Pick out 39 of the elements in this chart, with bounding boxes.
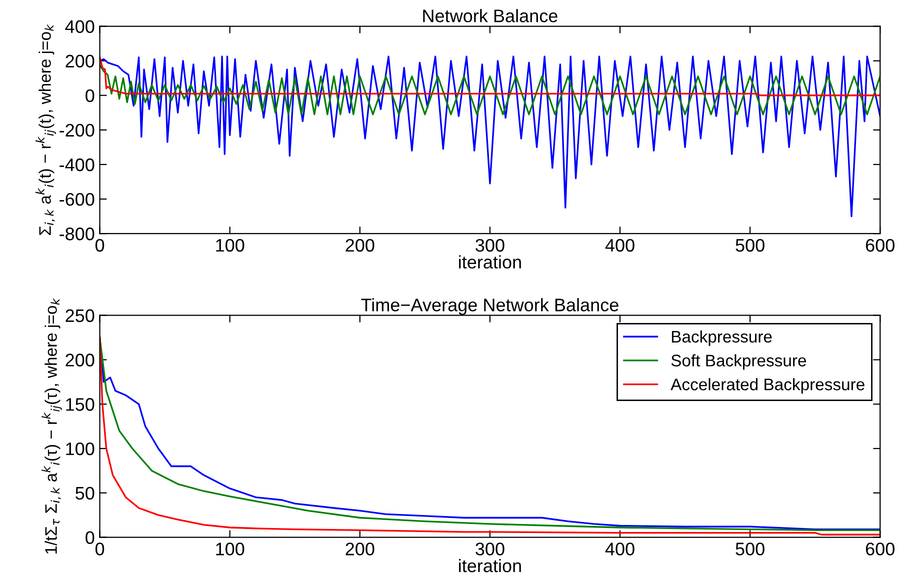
x-tick-label: 200 <box>346 238 374 252</box>
text: 1/tΣ$_{τ}$ Σ$_{i,k}$ a$^{k}$$_{i}$(τ) − r$^{k}$$_{ij}$(τ), where j=o$_{k}$ <box>42 298 62 554</box>
x-tick-label: 400 <box>605 238 634 252</box>
line-series <box>100 56 880 96</box>
x-tick-label: 100 <box>216 238 244 252</box>
y-tick-label: -400 <box>60 158 94 172</box>
x-tick-label: 300 <box>476 238 504 252</box>
y-tick-label: 0 <box>86 89 94 102</box>
x-tick-label: 200 <box>346 542 374 556</box>
x-tick-label: 500 <box>736 238 764 252</box>
y-tick-label: 200 <box>66 54 94 68</box>
y-tick-label: 50 <box>76 486 94 500</box>
chart-title: Network Balance <box>423 9 558 22</box>
x-axis-title: iteration <box>459 255 521 269</box>
y-tick-label: -600 <box>60 192 94 206</box>
x-tick-label: 500 <box>736 542 764 556</box>
x-tick-label: 600 <box>866 542 894 556</box>
legend-label: Soft Backpressure <box>671 354 806 370</box>
text: Σ$_{i,k}$ a$^{k}$$_{i}$(t) − r$^{k}$$_{ij}$(t), where j=o$_{k}$ <box>36 24 56 236</box>
line-series <box>100 64 880 116</box>
x-axis-title: iteration <box>459 558 521 572</box>
y-tick-label: 100 <box>66 442 94 456</box>
y-tick-label: 250 <box>66 309 94 322</box>
y-tick-label: 200 <box>66 354 94 366</box>
x-tick-label: 0 <box>95 238 104 252</box>
x-tick-label: 400 <box>605 542 634 556</box>
line-series <box>100 56 880 218</box>
y-tick-label: 150 <box>66 398 94 411</box>
chart-title: Time−Average Network Balance <box>361 298 618 315</box>
y-tick-label: 0 <box>86 531 94 544</box>
x-tick-label: 600 <box>866 238 894 252</box>
legend-label: Backpressure <box>672 330 772 346</box>
y-tick-label: -200 <box>60 124 94 137</box>
x-tick-label: 0 <box>95 542 104 556</box>
legend-label: Accelerated Backpressure <box>670 378 864 394</box>
x-tick-label: 100 <box>216 542 244 556</box>
y-tick-label: -800 <box>60 228 94 240</box>
x-tick-label: 300 <box>476 542 504 556</box>
y-tick-label: 400 <box>65 20 94 33</box>
